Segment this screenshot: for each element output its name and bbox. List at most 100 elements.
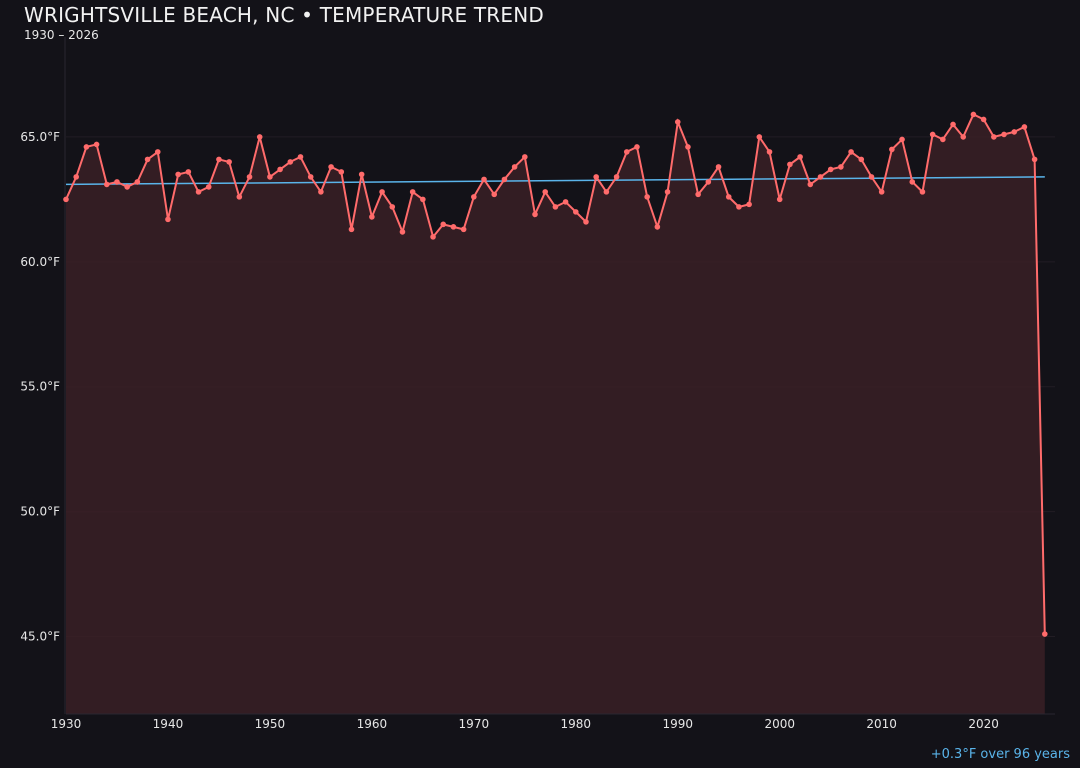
data-point: [216, 156, 222, 163]
data-point: [583, 219, 589, 225]
data-point: [725, 194, 732, 200]
x-tick-labels: 1930 1940 1950 1960 1970 1980 1990 2000 2010 2020: [51, 717, 999, 731]
data-point: [736, 204, 742, 210]
x-tick-label: 1990: [662, 717, 693, 731]
data-point: [991, 134, 997, 140]
data-point: [369, 214, 375, 220]
data-point: [776, 196, 783, 203]
data-point: [899, 136, 905, 143]
data-point: [124, 184, 130, 190]
data-point: [878, 189, 885, 195]
data-point: [420, 196, 426, 203]
trend-annotation: +0.3°F over 96 years: [930, 747, 1070, 762]
data-point: [940, 136, 946, 143]
data-point: [654, 224, 661, 230]
data-point: [277, 166, 283, 173]
data-point: [970, 111, 977, 118]
data-point: [379, 189, 385, 195]
data-point: [1042, 631, 1048, 637]
data-point: [919, 189, 926, 195]
data-point: [848, 149, 854, 155]
data-point: [338, 169, 345, 175]
data-point: [756, 134, 763, 140]
data-point: [613, 174, 620, 180]
data-point: [287, 159, 294, 165]
data-point: [858, 156, 865, 163]
data-point: [532, 211, 538, 218]
data-point: [634, 144, 640, 150]
data-point: [623, 149, 630, 155]
data-point: [358, 171, 365, 178]
trend-line: [65, 176, 1045, 186]
data-point: [980, 116, 987, 123]
data-point: [460, 226, 467, 233]
data-point: [175, 171, 181, 178]
data-point: [960, 134, 967, 140]
x-tick-label: 1980: [561, 717, 592, 731]
data-point: [674, 119, 681, 125]
y-tick-label: 65.0°F: [20, 130, 60, 144]
data-point: [73, 174, 79, 180]
data-point: [593, 174, 599, 180]
data-point: [562, 199, 569, 205]
x-tick-label: 2020: [968, 717, 999, 731]
data-point: [838, 164, 844, 170]
data-point: [491, 191, 498, 198]
data-point: [144, 156, 151, 163]
data-point: [1011, 129, 1018, 135]
temperature-area-fill: [66, 114, 1045, 714]
x-tick-label: 1970: [459, 717, 490, 731]
data-point: [827, 166, 834, 173]
data-point: [256, 134, 263, 140]
data-point: [705, 179, 712, 185]
data-point: [695, 191, 701, 198]
y-tick-label: 60.0°F: [20, 255, 60, 269]
data-point: [430, 234, 436, 240]
data-point: [226, 159, 232, 165]
data-point: [165, 216, 171, 223]
x-tick-label: 2000: [764, 717, 795, 731]
data-point: [481, 176, 487, 183]
data-point: [909, 179, 916, 185]
data-point: [603, 189, 610, 195]
data-point: [807, 181, 814, 188]
data-points: [63, 111, 1048, 637]
data-point: [103, 181, 110, 188]
data-point: [471, 194, 477, 200]
x-tick-label: 1950: [255, 717, 286, 731]
x-tick-label: 2010: [866, 717, 897, 731]
data-point: [246, 174, 253, 180]
data-point: [715, 164, 722, 170]
chart-subtitle: 1930 – 2026: [24, 28, 99, 42]
data-point: [511, 164, 518, 170]
data-point: [114, 179, 120, 185]
y-tick-label: 45.0°F: [20, 630, 60, 644]
data-point: [685, 144, 691, 150]
data-point: [236, 194, 243, 200]
data-point: [868, 174, 875, 180]
chart-title: WRIGHTSVILLE BEACH, NC • TEMPERATURE TRE…: [24, 3, 545, 27]
data-point: [389, 204, 396, 210]
data-point: [267, 174, 273, 180]
data-point: [817, 174, 824, 180]
y-tick-label: 55.0°F: [20, 380, 60, 394]
data-point: [542, 189, 549, 195]
data-point: [399, 229, 406, 235]
data-point: [766, 149, 773, 155]
data-point: [83, 144, 90, 150]
data-point: [1021, 124, 1028, 130]
data-point: [297, 154, 304, 160]
data-point: [93, 141, 100, 148]
data-point: [185, 169, 192, 175]
data-point: [205, 184, 212, 190]
y-tick-labels: 45.0°F 50.0°F 55.0°F 60.0°F 65.0°F: [20, 130, 60, 644]
data-point: [1001, 131, 1007, 138]
data-point: [450, 224, 457, 230]
data-point: [307, 174, 314, 180]
data-point: [797, 154, 803, 160]
data-point: [929, 131, 936, 138]
data-point: [522, 154, 528, 160]
data-point: [1031, 156, 1038, 163]
data-point: [63, 196, 69, 203]
